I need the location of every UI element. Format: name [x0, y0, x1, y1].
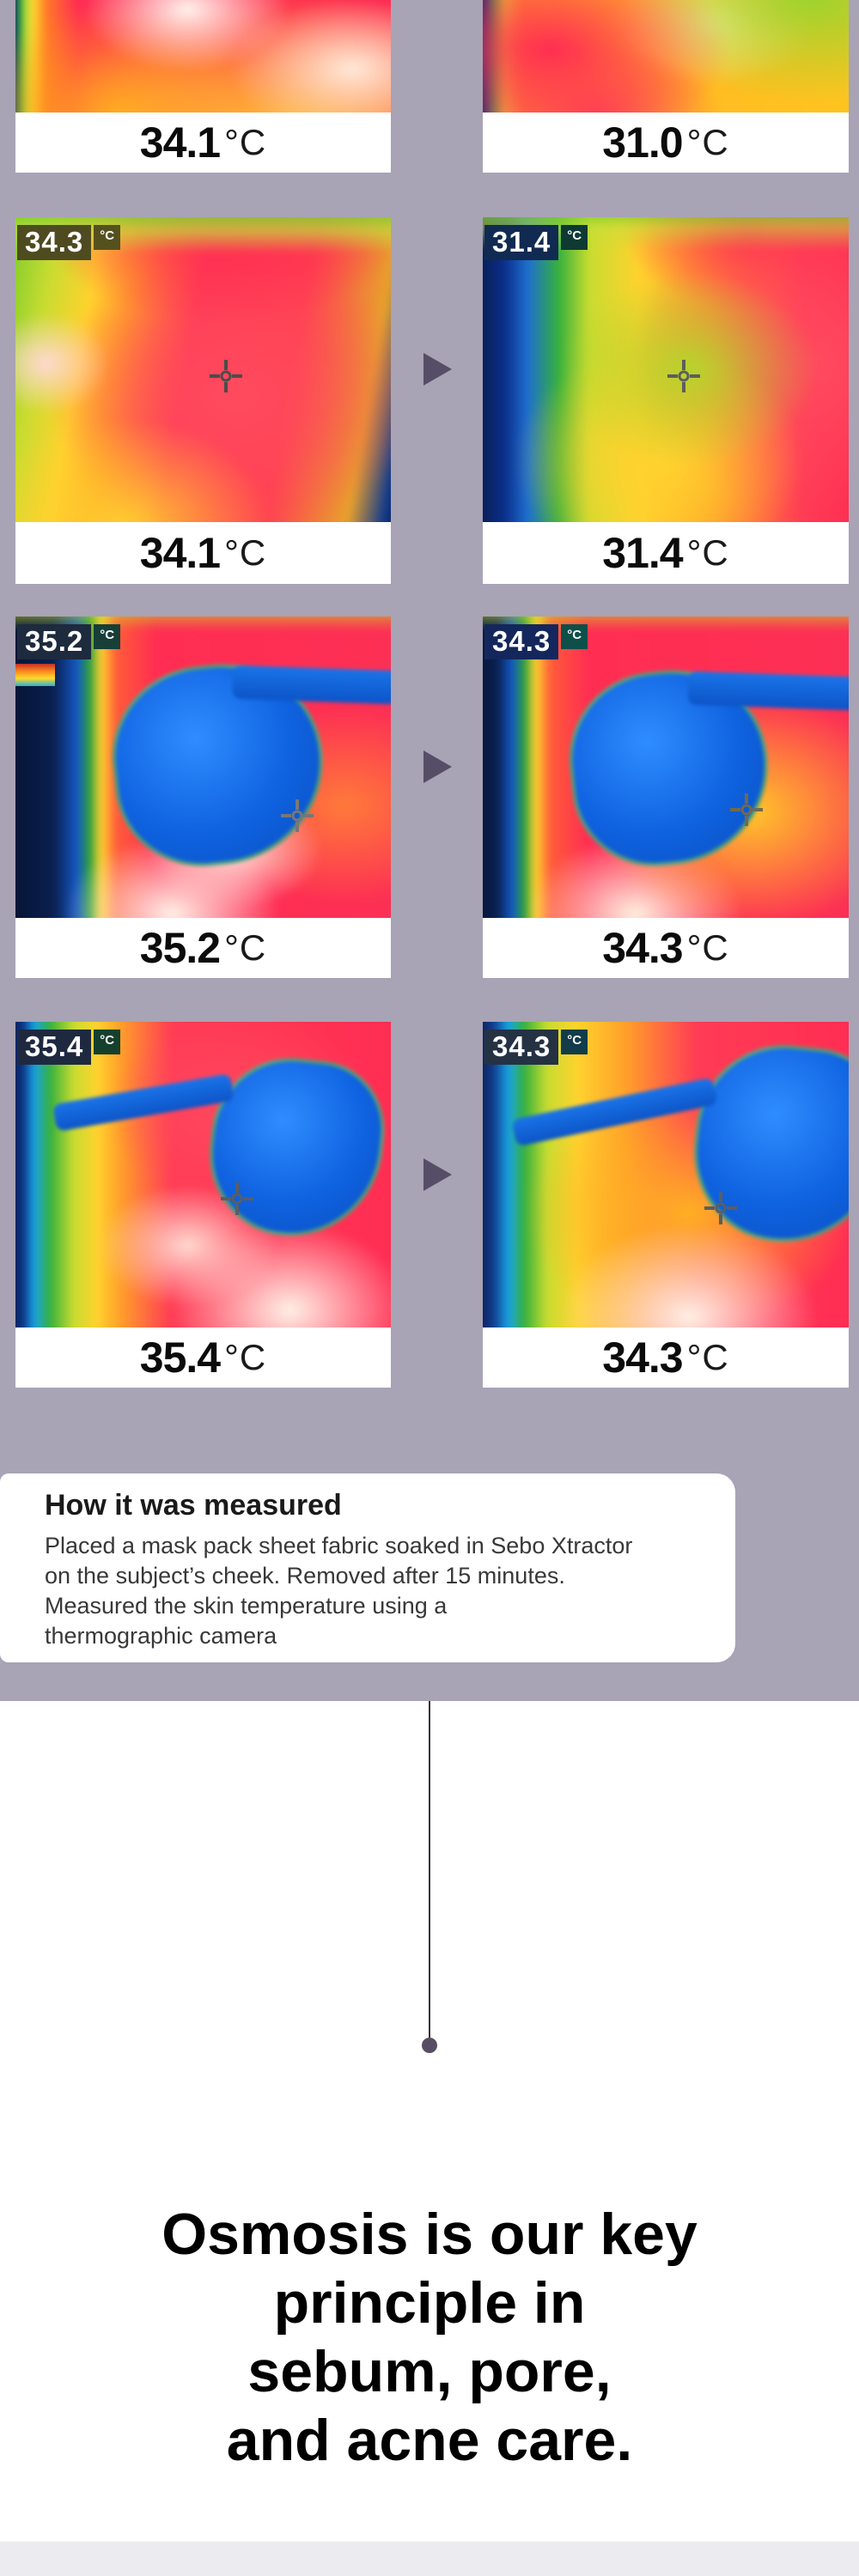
principle-section: Osmosis is our key principle in sebum, p…: [0, 1701, 859, 2542]
temperature-value: 31.0: [602, 118, 683, 167]
timeline-dot: [422, 2038, 437, 2053]
card-title: How it was measured: [45, 1489, 342, 1522]
crosshair-icon: [220, 1182, 253, 1216]
thermal-image-before-2: 34.3 °C: [15, 217, 391, 522]
temperature-unit: °C: [686, 532, 729, 573]
temperature-unit: °C: [224, 1337, 267, 1377]
badge-unit: °C: [561, 624, 588, 649]
card-body-line: Placed a mask pack sheet fabric soaked i…: [45, 1533, 633, 1558]
thermal-image-after-3: 34.3 °C: [483, 617, 849, 918]
thermal-panel-before-2: 34.3 °C 34.1 °C: [15, 217, 391, 584]
temperature-value: 34.3: [602, 924, 683, 972]
sunglasses-arm: [232, 665, 391, 704]
temperature-label: 35.4 °C: [15, 1327, 391, 1388]
thermal-reading-badge: 35.4 °C: [17, 1030, 121, 1065]
crosshair-icon: [667, 359, 701, 392]
card-body-line: thermographic camera: [45, 1623, 277, 1649]
principle-heading-line: Osmosis is our key: [161, 2202, 698, 2268]
measurement-method-card: How it was measured Placed a mask pack s…: [0, 1473, 735, 1662]
thermal-image-after-1: [483, 0, 849, 112]
principle-heading: Osmosis is our key principle in sebum, p…: [0, 2200, 859, 2475]
thermal-reading-badge: 34.3 °C: [484, 1030, 588, 1065]
thermal-image-after-4: 34.3 °C: [483, 1022, 849, 1327]
thermal-reading-badge: 35.2 °C: [17, 624, 121, 659]
thermal-panel-after-1: 31.0 °C: [483, 0, 849, 173]
thermal-comparison-section: 34.1 °C 31.0 °C 34.3 °C: [0, 0, 859, 1701]
principle-heading-line: sebum, pore,: [247, 2339, 612, 2405]
thermal-panel-before-4: 35.4 °C 35.4 °C: [15, 1022, 391, 1388]
temperature-label: 31.0 °C: [483, 112, 849, 173]
principle-heading-line: principle in: [273, 2270, 586, 2336]
crosshair-icon: [704, 1192, 737, 1225]
thermal-image-before-1: [15, 0, 391, 112]
color-scale-strip: [15, 664, 55, 686]
badge-unit: °C: [94, 225, 121, 250]
principle-heading-line: and acne care.: [226, 2408, 633, 2474]
badge-value: 31.4: [484, 225, 559, 260]
temperature-value: 31.4: [602, 529, 683, 577]
thermal-panel-after-3: 34.3 °C 34.3 °C: [483, 617, 849, 978]
sunglasses-arm: [686, 671, 849, 710]
thermal-art: [15, 217, 391, 522]
thermal-reading-badge: 34.3 °C: [484, 624, 588, 659]
temperature-label: 34.3 °C: [483, 918, 849, 978]
temperature-unit: °C: [686, 1337, 729, 1377]
thermal-image-before-4: 35.4 °C: [15, 1022, 391, 1327]
thermal-panel-before-3: 35.2 °C 35.2 °C: [15, 617, 391, 978]
temperature-unit: °C: [686, 927, 729, 968]
thermal-art: [483, 217, 849, 522]
badge-value: 35.2: [17, 624, 92, 659]
badge-value: 34.3: [484, 624, 559, 659]
temperature-value: 35.2: [139, 924, 221, 972]
temperature-label: 31.4 °C: [483, 522, 849, 584]
timeline-line: [429, 1701, 430, 2038]
temperature-label: 35.2 °C: [15, 918, 391, 978]
card-body-line: on the subject’s cheek. Removed after 15…: [45, 1563, 565, 1589]
thermal-image-after-2: 31.4 °C: [483, 217, 849, 522]
badge-unit: °C: [94, 1030, 121, 1054]
thermal-image-before-3: 35.2 °C: [15, 617, 391, 918]
temperature-label: 34.3 °C: [483, 1327, 849, 1388]
badge-unit: °C: [561, 225, 588, 250]
badge-unit: °C: [561, 1030, 588, 1054]
temperature-unit: °C: [224, 532, 267, 573]
temperature-label: 34.1 °C: [15, 112, 391, 173]
arrow-right-icon: [423, 1158, 452, 1191]
temperature-value: 34.1: [139, 529, 221, 577]
arrow-right-icon: [423, 353, 452, 386]
temperature-value: 35.4: [139, 1334, 221, 1382]
thermal-art: [15, 0, 391, 112]
thermal-art: [483, 0, 849, 112]
temperature-unit: °C: [224, 122, 267, 162]
thermal-panel-after-4: 34.3 °C 34.3 °C: [483, 1022, 849, 1388]
crosshair-icon: [209, 359, 242, 392]
badge-value: 35.4: [17, 1030, 92, 1065]
crosshair-icon: [729, 793, 763, 826]
badge-unit: °C: [94, 624, 121, 649]
badge-value: 34.3: [484, 1030, 559, 1065]
badge-value: 34.3: [17, 225, 92, 260]
card-body-line: Measured the skin temperature using a: [45, 1593, 448, 1619]
temperature-unit: °C: [686, 122, 729, 162]
crosshair-icon: [280, 799, 314, 832]
temperature-unit: °C: [224, 927, 267, 968]
thermal-panel-after-2: 31.4 °C 31.4 °C: [483, 217, 849, 584]
next-section-strip: [0, 2542, 859, 2576]
thermal-panel-before-1: 34.1 °C: [15, 0, 391, 173]
temperature-label: 34.1 °C: [15, 522, 391, 584]
temperature-value: 34.3: [602, 1334, 683, 1382]
thermal-reading-badge: 31.4 °C: [484, 225, 588, 260]
temperature-value: 34.1: [139, 118, 221, 167]
thermal-reading-badge: 34.3 °C: [17, 225, 121, 260]
arrow-right-icon: [423, 750, 452, 783]
